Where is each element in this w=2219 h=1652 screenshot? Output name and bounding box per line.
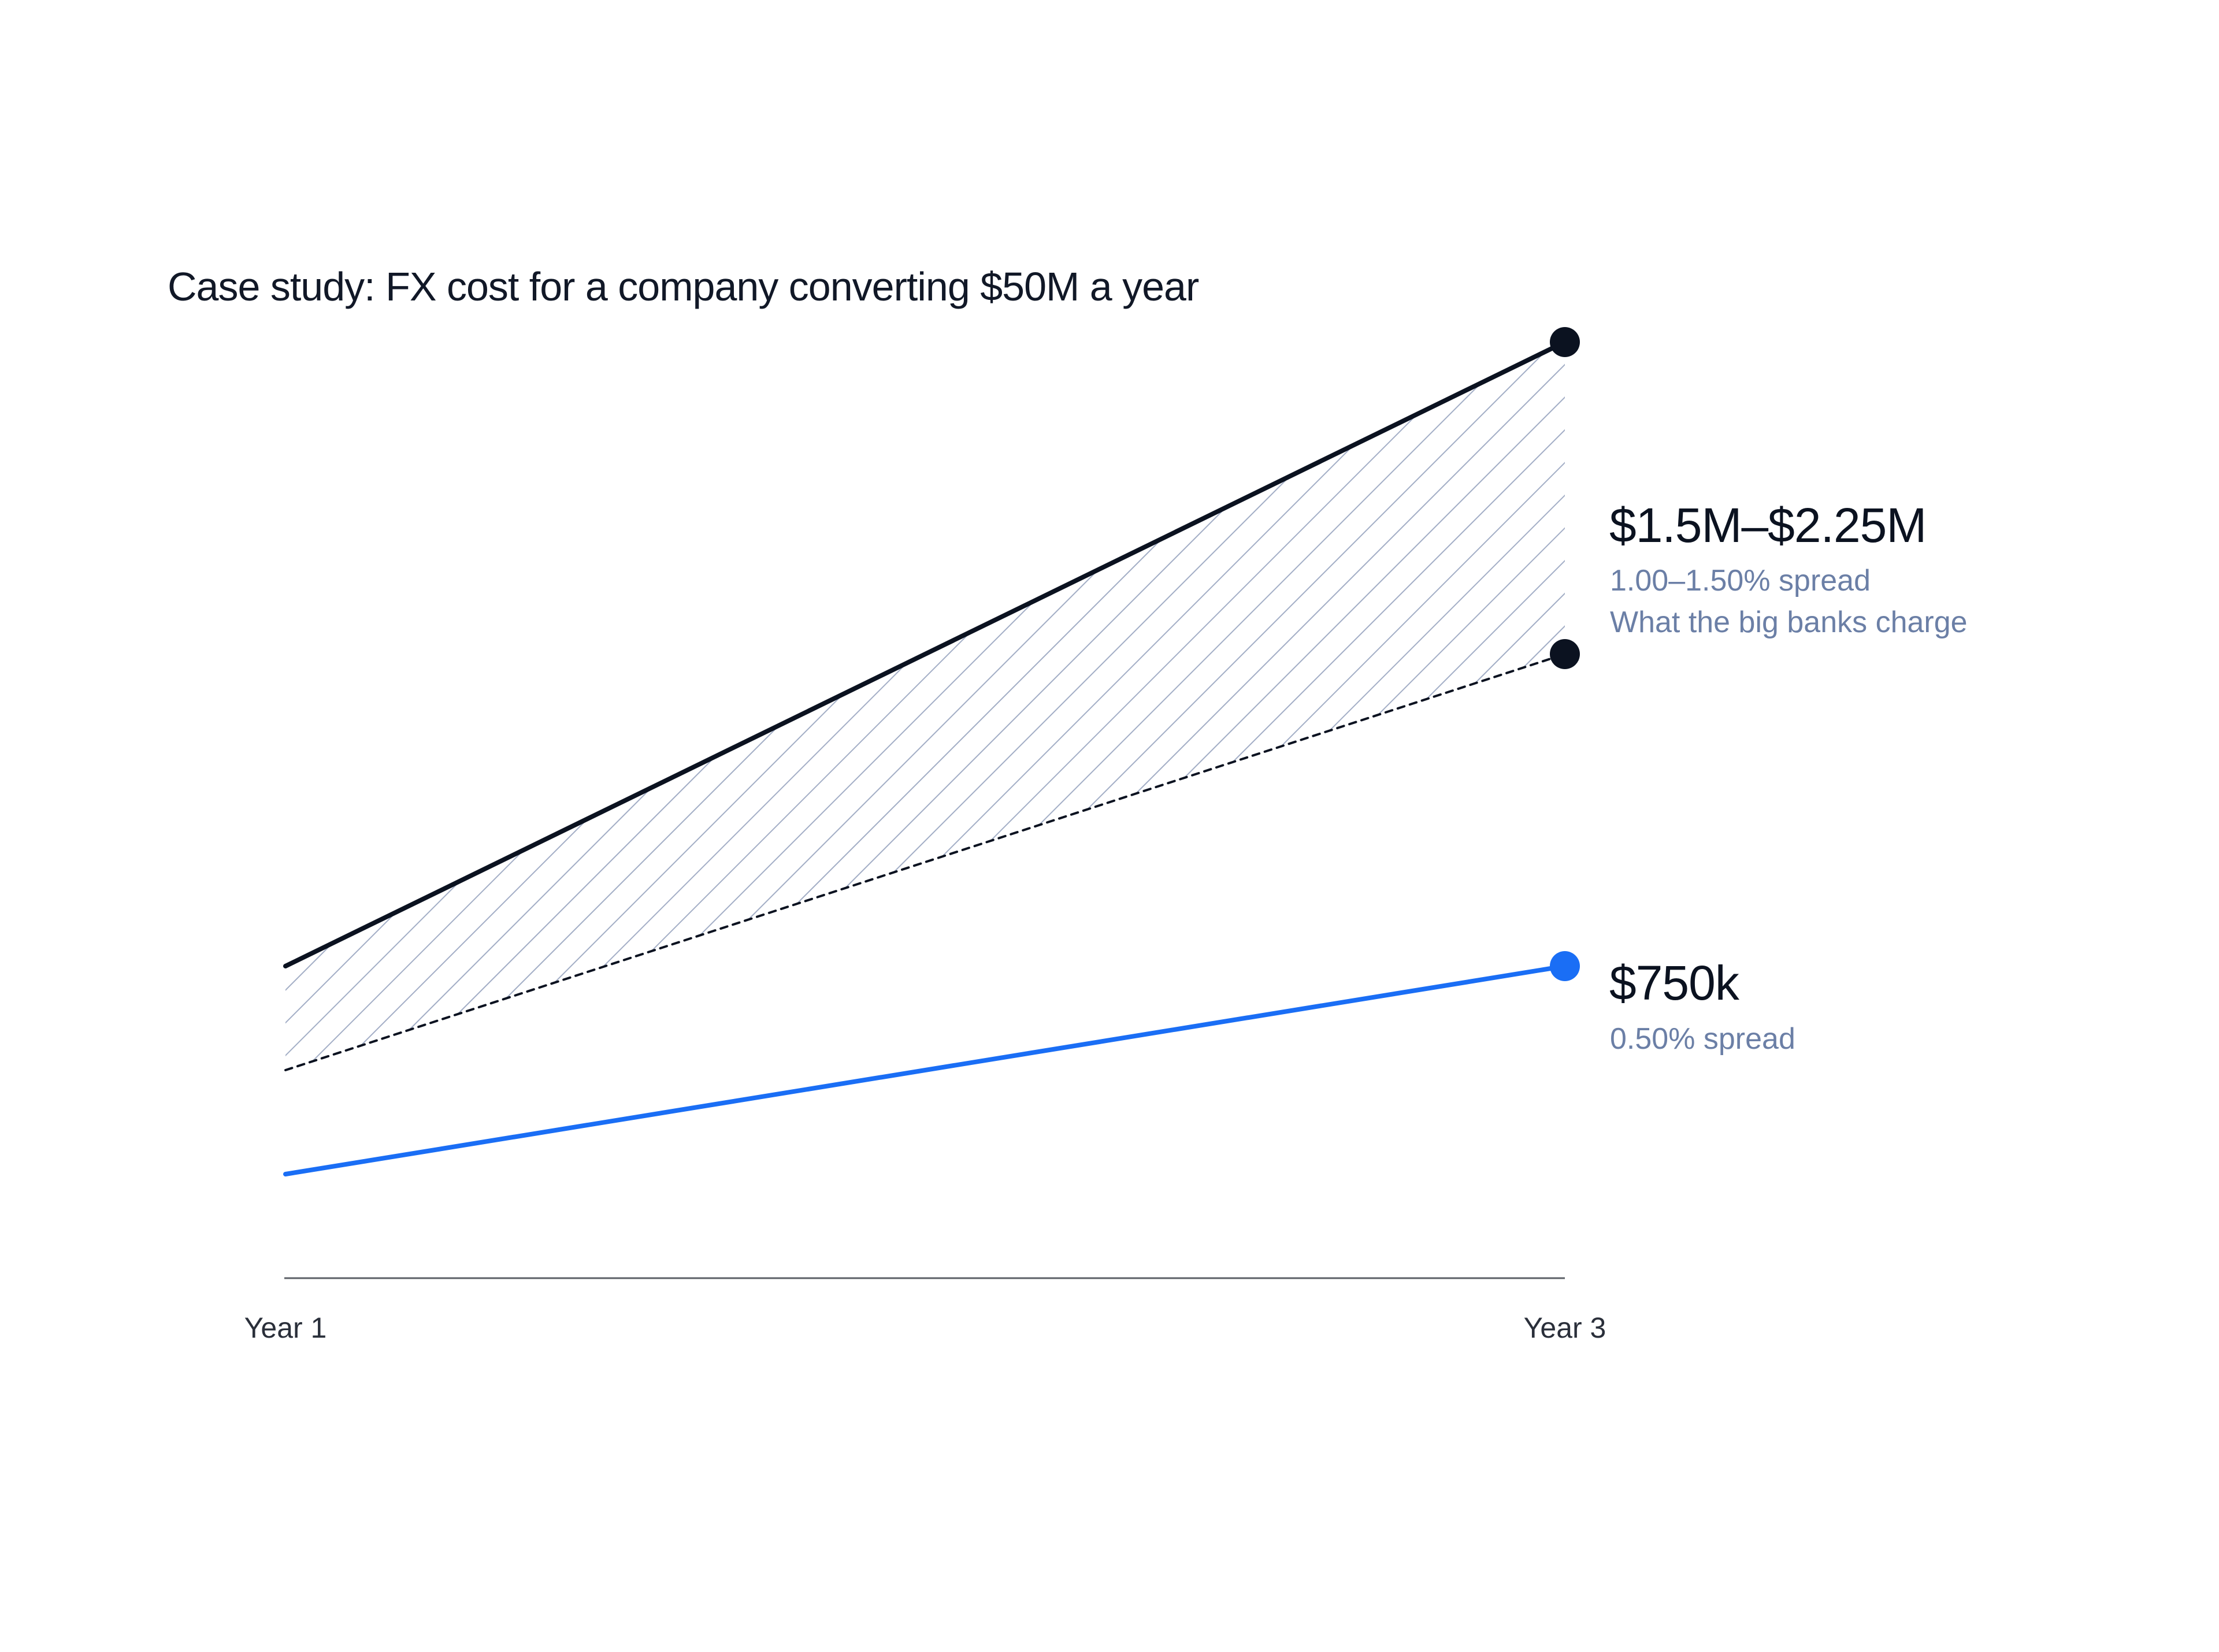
- tool-cost-label: $750k: [1609, 956, 1740, 1010]
- chart-title: Case study: FX cost for a company conver…: [168, 264, 1199, 309]
- x-tick-year-1: Year 1: [244, 1312, 327, 1344]
- bank-high-endpoint: [1550, 327, 1580, 357]
- bank-spread-band: [285, 342, 1565, 1070]
- tool-spread-label: 0.50% spread: [1610, 1022, 1795, 1056]
- bank-description-label: What the big banks charge: [1610, 606, 1968, 639]
- plot-area: [283, 327, 1580, 1176]
- bank-low-endpoint: [1550, 639, 1580, 669]
- bank-cost-label: $1.5M–$2.25M: [1609, 498, 1926, 552]
- bank-high-line: [283, 340, 1567, 968]
- bank-low-line: [284, 653, 1566, 1071]
- tool-endpoint: [1550, 951, 1580, 981]
- x-tick-year-3: Year 3: [1524, 1312, 1606, 1344]
- tool-line: [283, 964, 1567, 1176]
- bank-spread-label: 1.00–1.50% spread: [1610, 564, 1871, 597]
